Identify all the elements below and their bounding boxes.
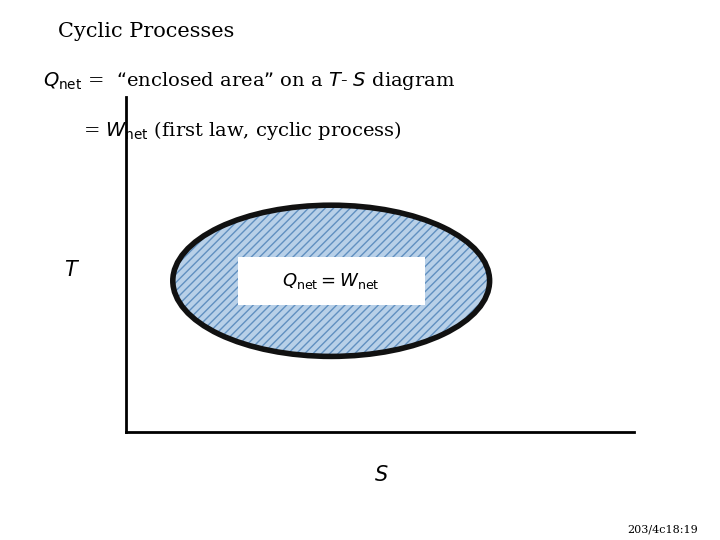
- Text: Cyclic Processes: Cyclic Processes: [58, 22, 234, 40]
- Text: $S$: $S$: [374, 465, 389, 485]
- Ellipse shape: [173, 205, 490, 356]
- Text: $Q_\mathrm{net}$ =  “enclosed area” on a $T$- $S$ diagram: $Q_\mathrm{net}$ = “enclosed area” on a …: [43, 70, 456, 92]
- Text: $T$: $T$: [64, 260, 80, 280]
- Text: 203/4c18:19: 203/4c18:19: [628, 524, 698, 535]
- Text: $Q_\mathrm{net} = W_\mathrm{net}$: $Q_\mathrm{net} = W_\mathrm{net}$: [282, 271, 380, 291]
- FancyBboxPatch shape: [238, 256, 425, 305]
- Text: = $W_\mathrm{net}$ (first law, cyclic process): = $W_\mathrm{net}$ (first law, cyclic pr…: [83, 119, 402, 142]
